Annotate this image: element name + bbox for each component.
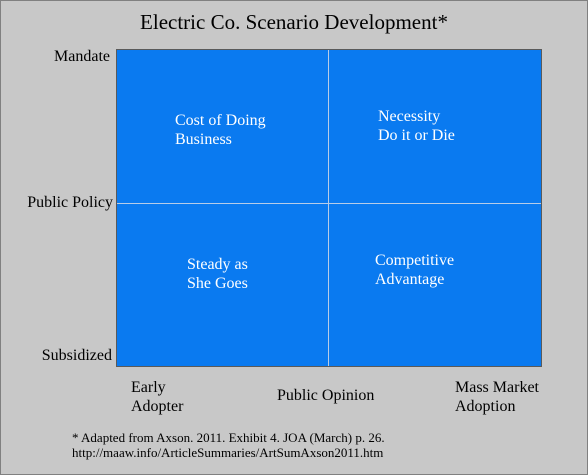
x-axis-label-early-adopter: Early Adopter <box>131 378 183 416</box>
scenario-matrix: Cost of Doing Business Necessity Do it o… <box>116 49 542 367</box>
x-axis-label-mass-market-adoption: Mass Market Adoption <box>455 378 539 416</box>
quadrant-necessity: Necessity Do it or Die <box>378 107 455 145</box>
diagram-title: Electric Co. Scenario Development* <box>140 10 448 34</box>
y-axis-label-public-policy: Public Policy <box>27 194 113 211</box>
footnote-citation: * Adapted from Axson. 2011. Exhibit 4. J… <box>72 430 385 445</box>
quadrant-label-line: She Goes <box>187 275 248 292</box>
source-footnote: * Adapted from Axson. 2011. Exhibit 4. J… <box>72 430 385 460</box>
quadrant-label-line: Cost of Doing <box>175 112 266 129</box>
quadrant-cost-of-doing-business: Cost of Doing Business <box>175 111 266 149</box>
quadrant-steady-as-she-goes: Steady as She Goes <box>187 255 248 293</box>
x-axis-label-line: Adoption <box>455 398 516 415</box>
quadrant-label-line: Business <box>175 131 232 148</box>
vertical-divider <box>328 50 329 366</box>
horizontal-divider <box>117 203 541 204</box>
quadrant-competitive-advantage: Competitive Advantage <box>375 251 454 289</box>
quadrant-label-line: Steady as <box>187 256 248 273</box>
y-axis-label-mandate: Mandate <box>54 48 110 65</box>
quadrant-label-line: Do it or Die <box>378 127 455 144</box>
footnote-url: http://maaw.info/ArticleSummaries/ArtSum… <box>72 445 384 460</box>
x-axis-label-line: Early <box>131 379 166 396</box>
x-axis-label-public-opinion: Public Opinion <box>277 387 375 404</box>
quadrant-label-line: Competitive <box>375 252 455 269</box>
quadrant-label-line: Advantage <box>375 271 445 288</box>
x-axis-label-line: Mass Market <box>455 379 539 396</box>
y-axis-label-subsidized: Subsidized <box>41 347 112 364</box>
quadrant-label-line: Necessity <box>378 108 441 125</box>
x-axis-label-line: Adopter <box>131 398 184 415</box>
